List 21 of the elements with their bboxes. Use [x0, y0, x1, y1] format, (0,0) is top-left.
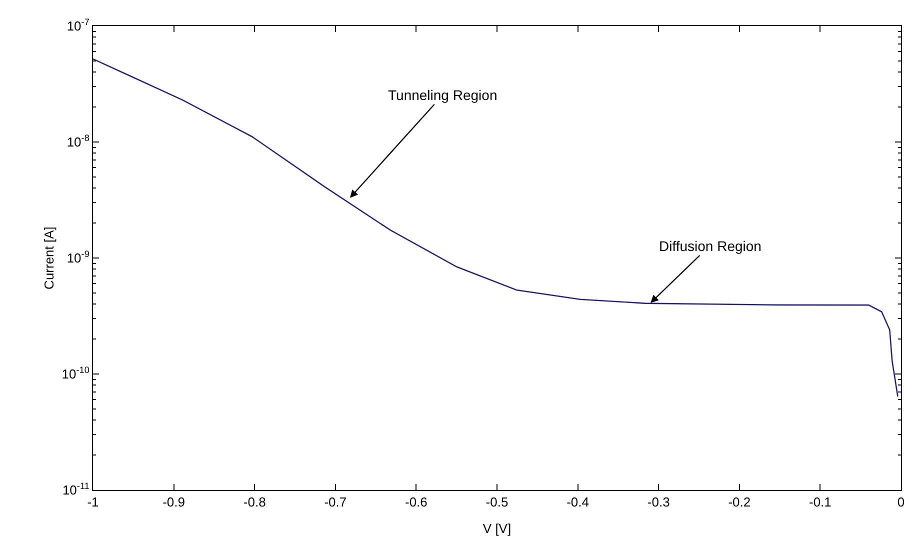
- x-axis-title: V [V]: [482, 521, 512, 536]
- x-tick-label: -0.1: [808, 494, 832, 510]
- x-tick-label: -0.9: [162, 494, 186, 510]
- x-tick-label: -0.6: [404, 494, 428, 510]
- y-tick-label: 10$^{-9}$: [66, 249, 90, 266]
- y-tick-label: 10$^{-10}$: [62, 365, 90, 382]
- x-tick-label: -0.7: [324, 494, 347, 510]
- x-tick-label: -0.8: [243, 494, 266, 510]
- y-tick-label: 10$^{-11}$: [62, 481, 90, 498]
- x-tick-label: -1: [87, 494, 99, 510]
- y-tick-label: 10$^{-8}$: [66, 133, 90, 150]
- x-tick-label: -0.5: [486, 494, 508, 510]
- x-tick-label: -0.4: [566, 494, 590, 510]
- y-tick-label: 10$^{-7}$: [66, 17, 90, 34]
- annotation: Tunneling Region: [388, 87, 498, 103]
- annotation: Diffusion Region: [659, 238, 762, 254]
- line-series: [93, 58, 898, 398]
- x-tick-label: -0.2: [728, 494, 751, 510]
- x-tick-label: 0: [897, 494, 905, 510]
- y-axis-title: Current [A]: [42, 226, 57, 290]
- x-tick-label: -0.3: [647, 494, 670, 510]
